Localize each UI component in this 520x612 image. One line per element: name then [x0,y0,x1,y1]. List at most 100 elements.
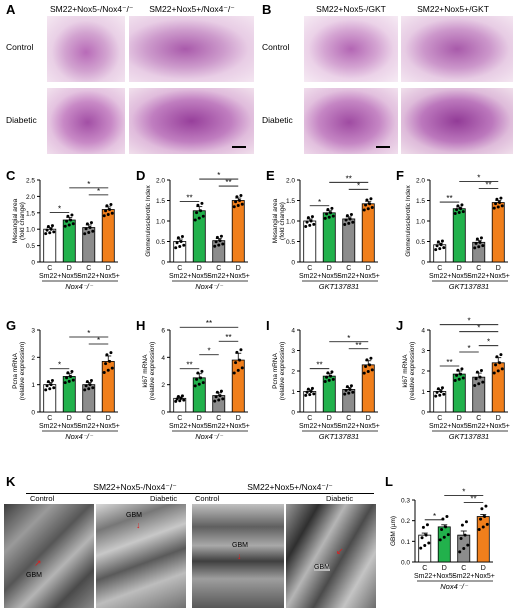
data-point [481,244,485,248]
data-point [221,242,225,246]
category-label: C [346,415,351,422]
scale-bar-b [376,146,390,148]
y-tick-label: 1.5 [286,198,295,205]
data-point [214,240,218,244]
y-tick-label: 1 [291,389,295,396]
data-point [461,376,465,380]
panel-letter-l: L [385,474,393,489]
data-point [219,234,223,238]
tem-image-diabetic-nox5neg: GBM ↓ [96,504,186,608]
significance-label: * [357,181,360,190]
category-label: C [216,415,221,422]
condition-footer: GKT137831 [319,282,359,291]
y-axis-label-line: Glomerulosclerotic Index [405,184,412,256]
y-tick-label: 1.0 [156,219,165,226]
bar [361,203,375,263]
data-point [110,211,114,215]
y-tick-label: 0.5 [286,239,295,246]
data-point [500,204,504,208]
significance-label: * [217,171,220,180]
data-point [179,240,183,243]
data-point [50,379,54,383]
data-point [50,224,54,228]
y-tick-label: 1 [421,389,425,396]
significance-label: * [58,361,61,370]
micrograph-a-diabetic-nox5neg [47,88,125,154]
data-point [473,246,477,250]
data-point [438,538,442,542]
category-label: C [422,565,427,572]
condition-footer: GKT137831 [449,432,489,441]
data-point [483,515,487,519]
data-point [309,219,313,223]
panel-b-column-title-2: SM22+Nox5+/GKT [417,4,489,14]
data-point [67,379,71,383]
condition-footer: Nox4⁻/⁻ [195,432,224,441]
data-point [478,375,482,379]
data-point [442,246,446,250]
group-label: Sm22+Nox5- [39,423,81,430]
data-point [466,543,470,547]
data-point [348,217,352,221]
significance-label: ** [485,181,491,190]
y-axis-label-line: Mesangial area [12,198,19,243]
data-point [461,210,465,214]
y-axis-label-line: ki67 mRNA [142,354,149,388]
y-tick-label: 0.5 [416,239,425,246]
data-point [327,378,331,382]
red-arrow-icon: ↓ [237,551,242,561]
data-point [65,219,69,223]
data-point [84,384,88,388]
y-tick-label: 2.0 [286,178,295,185]
data-point [456,368,460,372]
data-point [438,393,442,397]
data-point [199,376,203,380]
data-point [87,387,91,391]
data-point [463,533,467,537]
panel-b-row-label-control: Control [262,42,290,52]
group-label: Sm22+Nox5+ [337,273,380,280]
panel-b-column-title-1: SM22+Nox5-/GKT [316,4,386,14]
y-tick-label: 0.3 [401,498,410,505]
significance-label: * [58,204,61,213]
data-point [312,392,316,396]
y-axis-label-line: Glomerulosclerotic Index [145,184,152,256]
category-label: D [327,265,332,272]
data-point [474,241,478,245]
data-point [349,213,353,217]
category-label: D [481,565,486,572]
data-point [84,227,88,231]
significance-label: * [487,338,490,347]
category-label: D [106,265,111,272]
red-arrow-icon: ↙ [336,546,344,556]
data-point [326,371,330,375]
y-axis-label-line: Pcna mRNA [272,352,279,388]
tem-label-control-2: Control [195,494,220,503]
panel-letter-i: I [266,318,270,333]
chart-e: E 0 0.5 1.0 1.5 2.0 Mesangial area(fold change… [266,168,380,291]
data-point [481,380,485,384]
y-tick-label: 0.5 [156,239,165,246]
data-point [49,383,53,387]
group-label: Sm22+Nox5+ [337,423,380,430]
panel-letter-e: E [266,168,275,183]
data-point [66,371,70,375]
category-label: C [47,415,52,422]
data-point [83,388,87,392]
data-point [444,525,448,529]
chart-i: I 0 1 2 3 4 Pcna mRNA(relative expression) C D C D… [266,318,380,441]
data-point [312,222,316,226]
y-axis-label: ki67 mRNA(relative expression) [402,342,416,401]
micrograph-a-control-nox5neg [47,16,125,82]
data-point [63,381,67,385]
data-point [193,384,197,388]
tem-label-control-1: Control [30,494,55,503]
significance-label: * [467,317,470,326]
data-point [368,363,372,367]
chart-j: J 0 1 2 3 4 ki67 mRNA(relative expression) C D C D… [396,317,510,441]
data-point [348,387,352,391]
micrograph-a-control-nox5pos [129,16,254,82]
y-axis-label: Pcna mRNA(relative expression) [272,342,286,401]
y-tick-label: 1.0 [26,227,35,234]
data-point [215,235,219,239]
